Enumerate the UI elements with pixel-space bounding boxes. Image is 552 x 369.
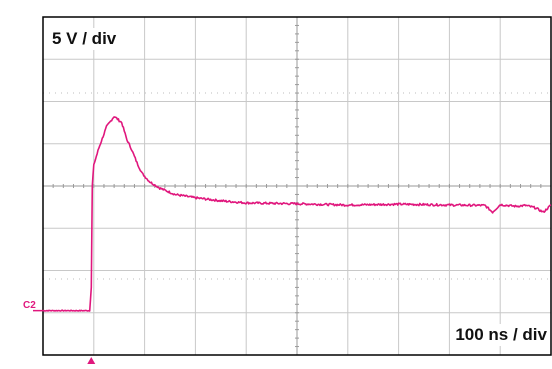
time-scale-label: 100 ns / div bbox=[452, 324, 550, 346]
channel-marker-label: C2 bbox=[23, 300, 36, 311]
trigger-position-marker bbox=[87, 357, 96, 364]
plot-frame bbox=[42, 16, 552, 356]
waveform-trace bbox=[42, 116, 552, 312]
vertical-scale-label: 5 V / div bbox=[49, 28, 120, 50]
